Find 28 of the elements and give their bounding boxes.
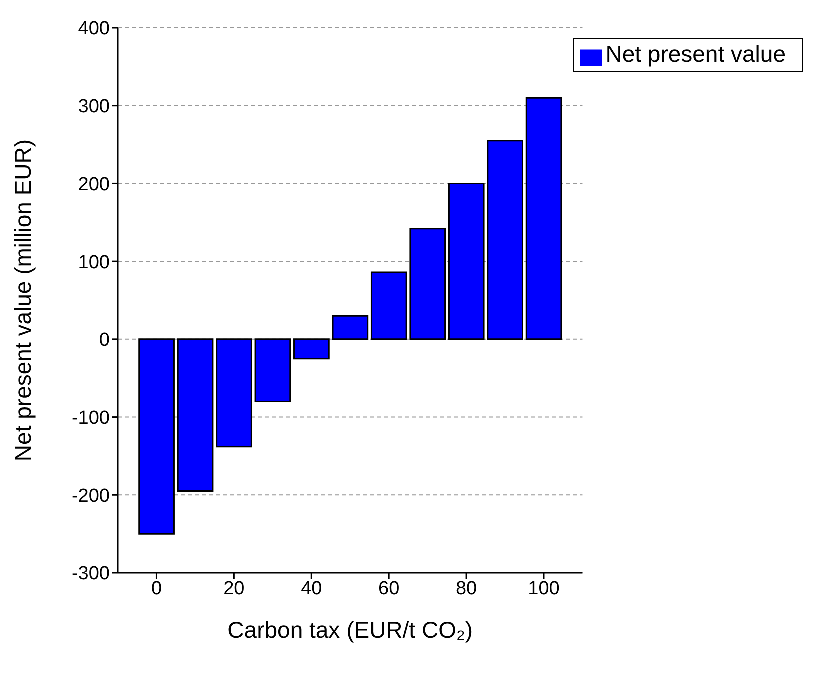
y-tick-label: 200 [78,174,110,196]
y-tick-label: -200 [72,486,110,507]
y-tick-label: -300 [72,564,110,585]
x-tick-label: 20 [224,578,245,600]
x-axis-title: Carbon tax (EUR/t CO₂) [228,617,474,643]
bar [216,338,252,448]
y-tick-label: 100 [78,252,110,274]
y-tick-label: -100 [72,408,110,430]
bar [448,182,485,340]
bar [138,338,175,535]
bar [177,338,214,492]
y-axis-title: Net present value (million EUR) [10,139,36,462]
x-tick-label: 80 [456,578,478,600]
x-tick-label: 60 [378,578,400,600]
y-tick-label: 400 [78,18,110,40]
bar [294,338,330,360]
x-tick-label: 0 [151,578,162,600]
legend-label: Net present value [606,41,786,67]
bar [487,140,524,340]
y-tick-label: 0 [99,330,110,352]
y-tick-label: 300 [78,96,110,118]
bar [332,315,369,340]
bar [526,97,562,340]
bar [410,228,446,340]
x-tick-label: 100 [528,578,560,600]
bar [370,272,408,340]
bar [254,338,292,402]
x-tick-label: 40 [301,578,322,600]
